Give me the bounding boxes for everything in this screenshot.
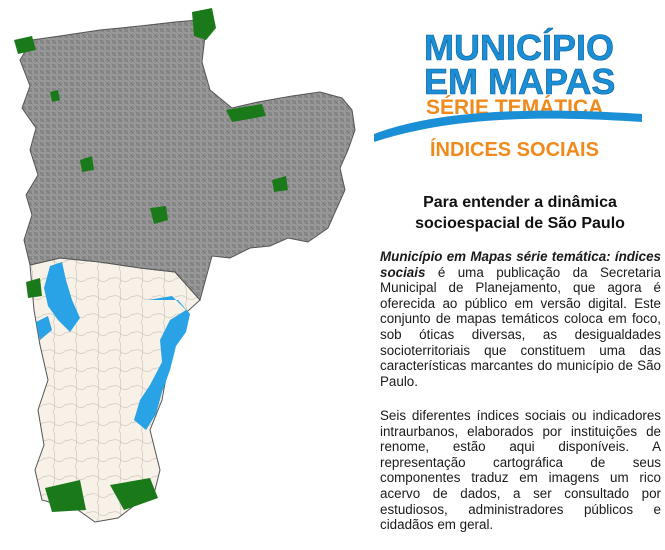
south-park-1 [45, 480, 86, 512]
logo-line2: EM MAPAS [424, 61, 615, 102]
municipio-em-mapas-logo: MUNICÍPIO EM MAPAS SÉRIE TEMÁTICA ÍNDICE… [374, 27, 642, 161]
indices-paragraph: Seis diferentes índices sociais ou indic… [380, 408, 661, 533]
intro-paragraph: Município em Mapas série temática: índic… [380, 249, 661, 389]
logo-line4: ÍNDICES SOCIAIS [430, 138, 599, 161]
intro-emphasis: Município em Mapas série temática: índic… [380, 249, 661, 280]
west-park-2 [50, 90, 60, 102]
logo-line1: MUNICÍPIO [424, 27, 614, 68]
urban-area [19, 19, 356, 302]
page-heading: Para entender a dinâmica socioespacial d… [380, 192, 660, 234]
guarapiranga-reservoir [44, 262, 80, 332]
central-park [80, 156, 94, 172]
sao-paulo-map [14, 8, 356, 523]
secondary-water [36, 316, 52, 340]
intro-text: é uma publicação da Secretaria Municipal… [380, 264, 661, 389]
north-park [192, 8, 216, 40]
east-park-2 [272, 176, 288, 192]
logo-swoosh [374, 110, 642, 142]
east-park [226, 104, 266, 122]
heading-line2: socioespacial de São Paulo [415, 215, 625, 232]
northwest-park [14, 36, 36, 54]
south-park-2 [110, 478, 158, 510]
southeast-park [150, 206, 168, 224]
indices-text: Seis diferentes índices sociais ou indic… [380, 408, 661, 533]
billings-reservoir [134, 296, 190, 430]
heading-line1: Para entender a dinâmica [423, 194, 617, 211]
west-park [26, 278, 42, 298]
